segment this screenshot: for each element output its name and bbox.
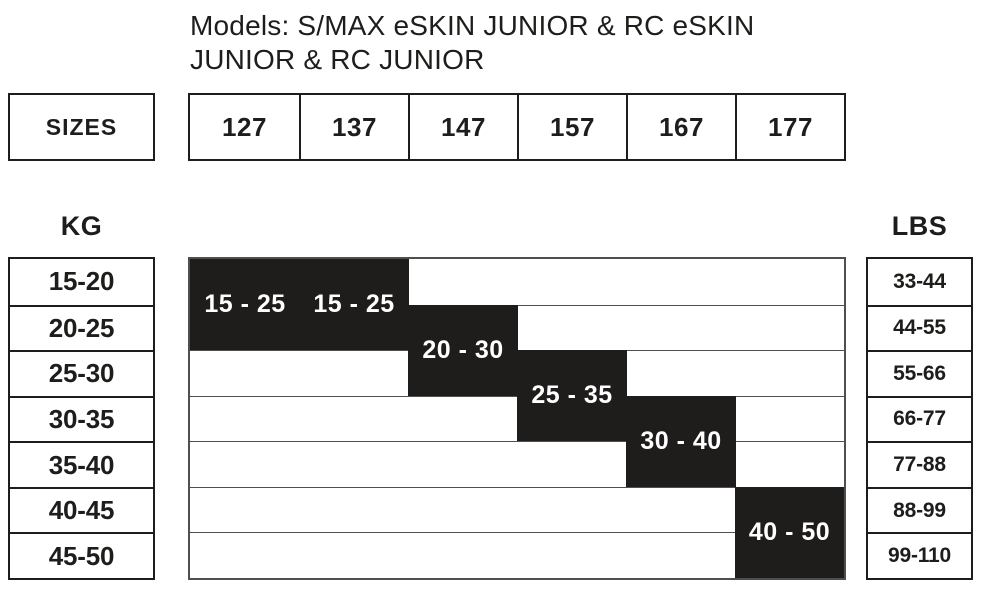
grid-row [190,441,844,487]
weight-range-label: 40 - 50 [748,517,831,546]
weight-block-177: 40 - 50 [735,486,844,578]
kg-row: 40-45 [10,486,153,533]
sizes-header-label: SIZES [45,113,118,140]
weight-range-label: 30 - 40 [640,426,722,455]
sizes-header-box: SIZES [8,93,155,161]
kg-row: 25-30 [10,350,153,396]
weight-block-157: 25 - 35 [517,350,627,442]
size-cell: 127 [222,111,267,142]
size-cell: 137 [299,95,408,159]
lbs-row: 44-55 [868,304,971,351]
weight-range-label: 25 - 35 [531,381,613,410]
lbs-row: 99-110 [868,532,971,578]
page-title-line1: Models: S/MAX eSKIN JUNIOR & RC eSKIN [190,10,755,41]
kg-row: 20-25 [10,304,153,351]
lbs-row: 77-88 [868,441,971,487]
lbs-column-header: LBS [891,210,948,241]
page-title: Models: S/MAX eSKIN JUNIOR & RC eSKIN JU… [190,9,800,77]
kg-row: 45-50 [10,532,153,578]
kg-row: 15-20 [48,266,115,297]
lbs-row: 88-99 [868,486,971,533]
lbs-table: 33-44 44-55 55-66 66-77 77-88 88-99 99-110 [866,257,973,580]
weight-range-label: 15 - 25 [313,290,395,319]
grid-row [190,486,844,533]
weight-block-147: 20 - 30 [408,304,518,396]
size-cell: 177 [735,95,844,159]
kg-row: 30-35 [10,395,153,442]
weight-block-127: 15 - 25 [190,259,300,351]
weight-range-label: 20 - 30 [422,335,504,364]
lbs-row: 66-77 [868,395,971,442]
lbs-row: 33-44 [893,269,946,293]
size-cell: 147 [408,95,517,159]
size-cell: 157 [517,95,626,159]
sizes-row: 127 137 147 157 167 177 [188,93,846,161]
page-title-line2: JUNIOR & RC JUNIOR [190,44,485,75]
kg-table: 15-20 20-25 25-30 30-35 35-40 40-45 45-50 [8,257,155,580]
size-weight-grid: 15 - 25 15 - 25 20 - 30 25 - 35 30 - 40 40 - … [188,257,846,580]
weight-block-137: 15 - 25 [299,259,409,351]
size-cell: 167 [626,95,735,159]
weight-block-167: 30 - 40 [626,395,736,487]
grid-row [190,532,844,578]
weight-range-label: 15 - 25 [204,290,286,319]
lbs-row: 55-66 [868,350,971,396]
kg-row: 35-40 [10,441,153,487]
kg-column-header: KG [60,210,103,241]
